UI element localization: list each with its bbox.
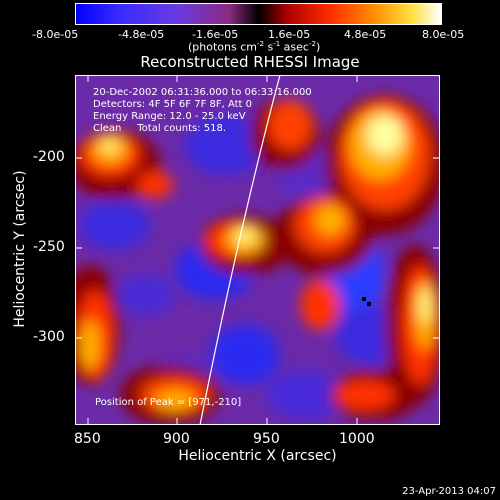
- units-mid: asec: [280, 40, 309, 54]
- info-line: Energy Range: 12.0 - 25.0 keV: [93, 111, 246, 122]
- units-exp: -2: [256, 40, 264, 48]
- y-tick-label: -300: [33, 329, 65, 345]
- x-tick-label: 850: [74, 431, 101, 447]
- colorbar-units: (photons cm-2 s-1 asec-2): [188, 40, 320, 54]
- info-line: Clean Total counts: 518.: [93, 123, 227, 134]
- y-axis-label: Heliocentric Y (arcsec): [12, 170, 28, 328]
- plot-title: Reconstructed RHESSI Image: [140, 53, 360, 71]
- solar-limb-line: [199, 75, 281, 425]
- colorbar: [75, 3, 442, 25]
- units-prefix: (photons cm: [188, 40, 257, 54]
- colorbar-tick: 4.8e-05: [344, 28, 387, 41]
- colorbar-tick: -1.6e-05: [192, 28, 239, 41]
- colorbar-tick: 8.0e-05: [422, 28, 465, 41]
- x-tick-label: 950: [253, 431, 280, 447]
- rhessi-image: [75, 75, 440, 425]
- units-suffix: ): [315, 40, 321, 54]
- x-axis-label: Heliocentric X (arcsec): [178, 448, 337, 464]
- info-line: 20-Dec-2002 06:31:36.000 to 06:33:16.000: [93, 87, 312, 98]
- x-tick-label: 1000: [339, 431, 375, 447]
- colorbar-tick: -8.0e-05: [32, 28, 79, 41]
- info-line: Detectors: 4F 5F 6F 7F 8F, Att 0: [93, 99, 253, 110]
- colorbar-tick: -4.8e-05: [118, 28, 165, 41]
- units-exp: -2: [308, 40, 316, 48]
- colorbar-tick: 1.6e-05: [268, 28, 311, 41]
- y-tick-label: -200: [33, 149, 65, 165]
- units-exp: -1: [273, 40, 281, 48]
- peak-label: Position of Peak = [971,-210]: [95, 397, 242, 408]
- info-block: 20-Dec-2002 06:31:36.000 to 06:33:16.000…: [93, 87, 312, 135]
- units-mid: s: [263, 40, 274, 54]
- timestamp: 23-Apr-2013 04:07: [402, 486, 496, 497]
- x-tick-label: 900: [163, 431, 190, 447]
- y-tick-label: -250: [33, 239, 65, 255]
